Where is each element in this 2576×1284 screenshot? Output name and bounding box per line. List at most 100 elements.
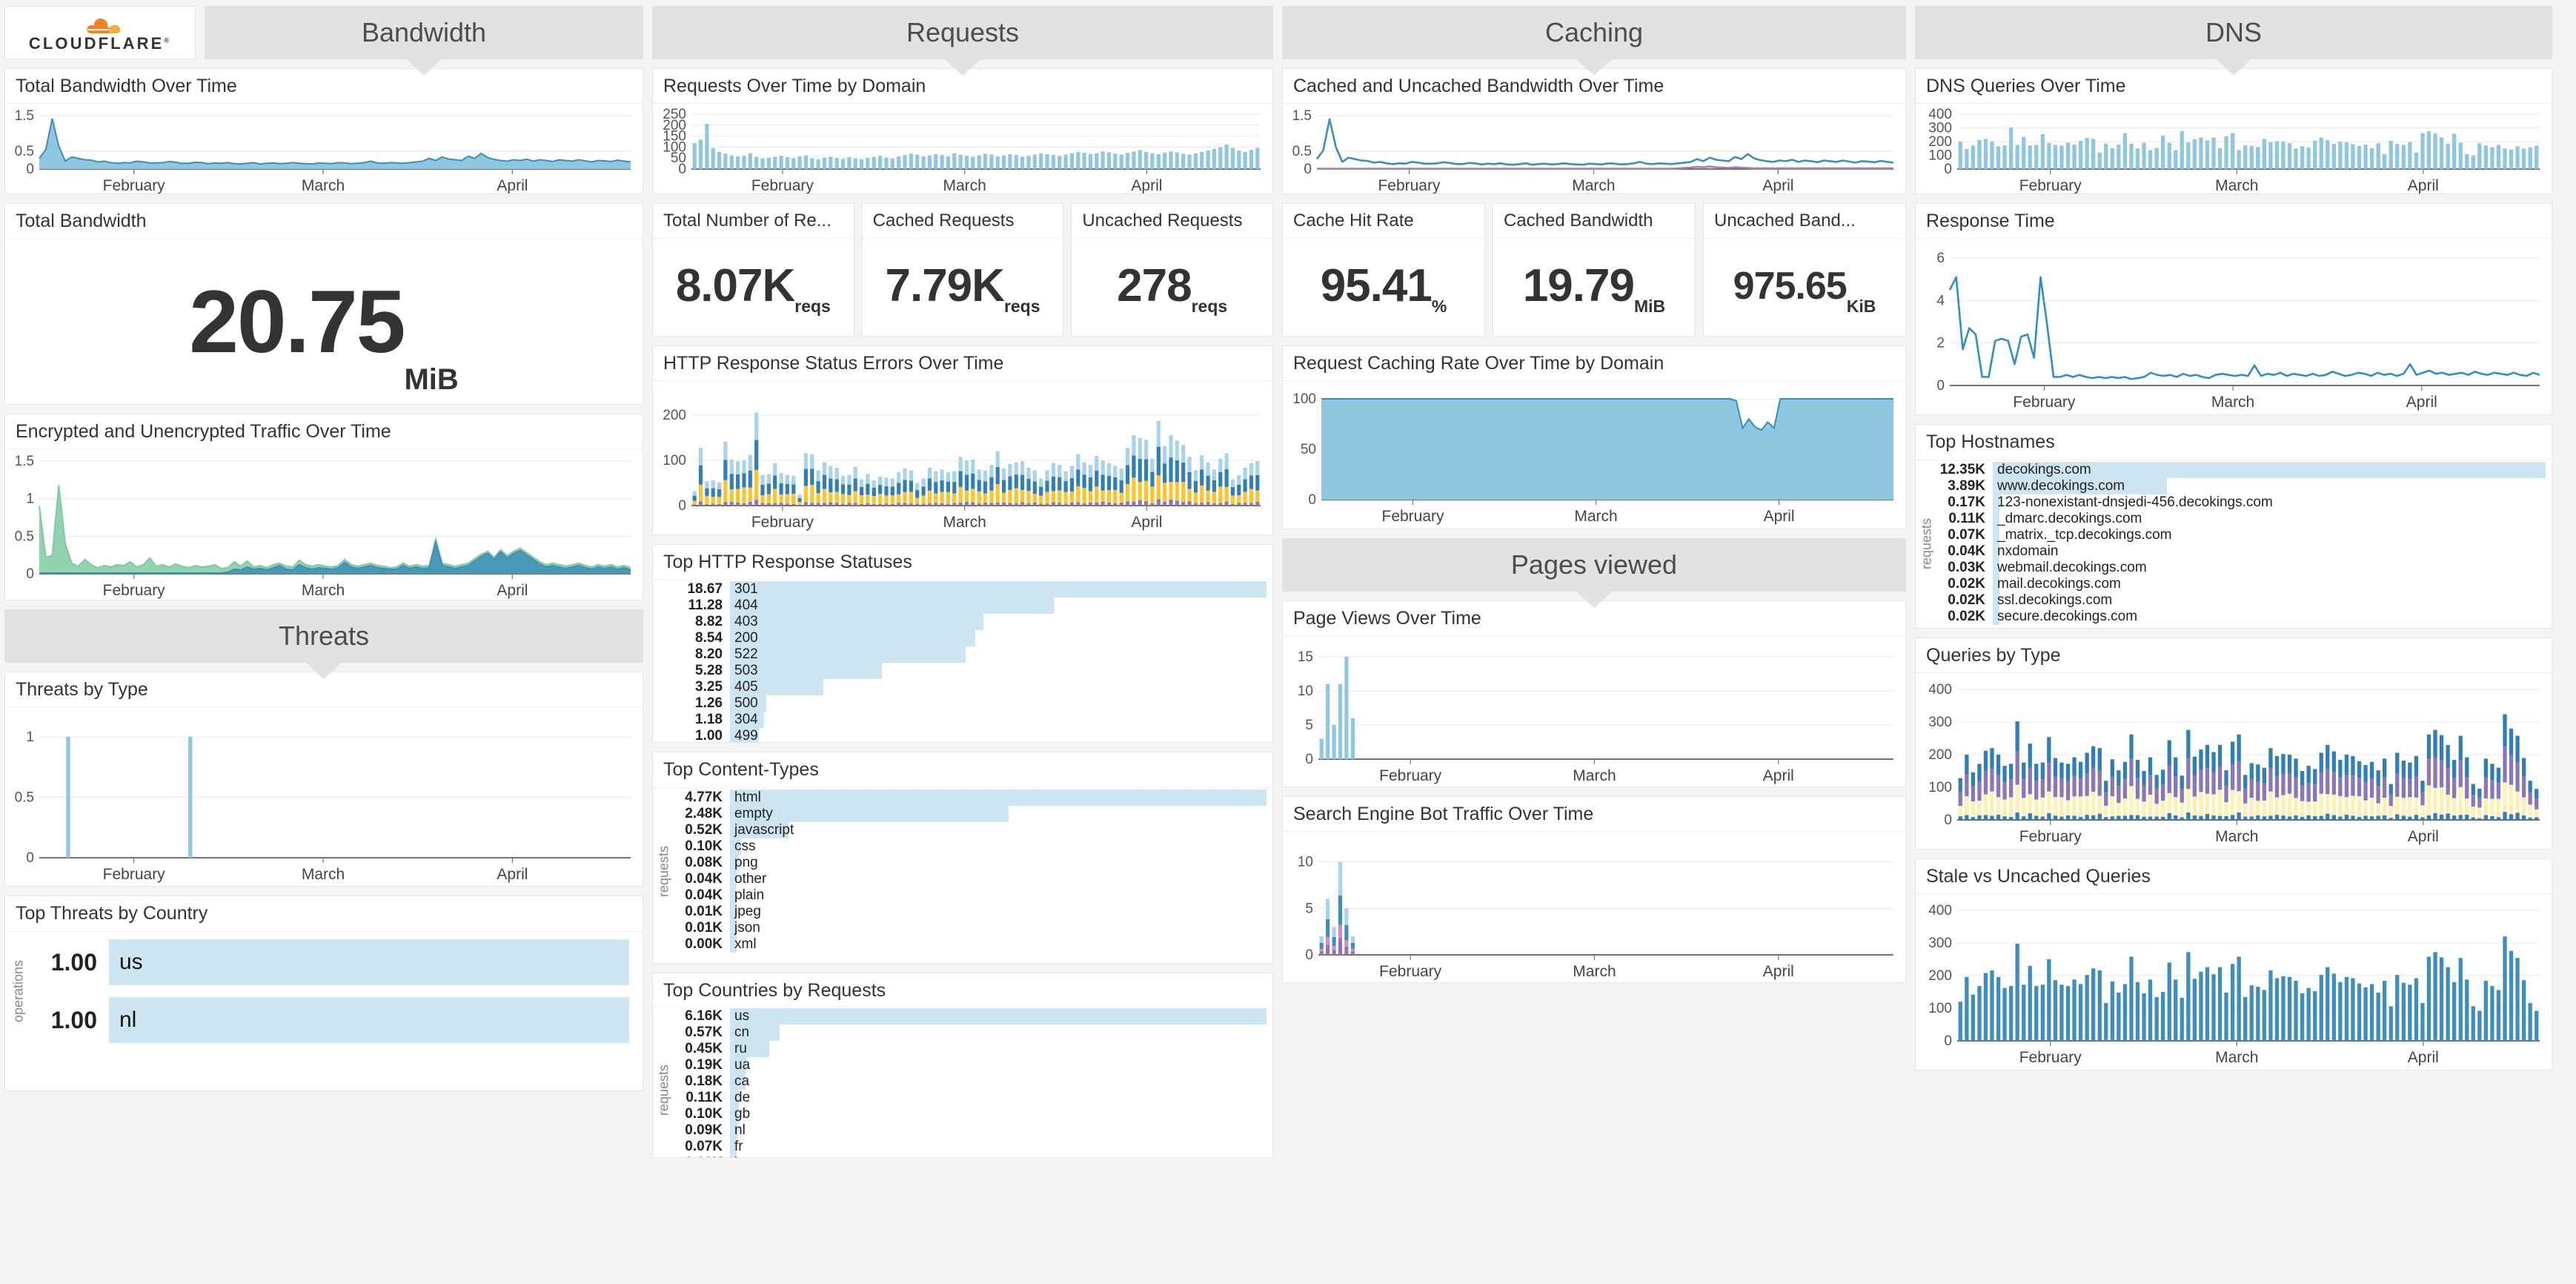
list-item-bar [730,678,824,695]
svg-text:April: April [2408,177,2439,193]
list-item[interactable]: 5.28 503 [672,662,1267,679]
http-status-list: 18.67 301 11.28 404 8.82 403 8.54 200 8.20 522 5.2… [653,580,1272,742]
list-item-bar [730,1122,738,1139]
svg-text:March: March [1572,177,1615,193]
svg-text:March: March [1573,767,1616,784]
svg-text:400: 400 [1928,682,1952,698]
list-item[interactable]: 0.04K nxdomain [1935,543,2546,560]
list-item-value: 0.02K [1948,592,1985,608]
list-item-bar [730,1040,769,1057]
list-item[interactable]: 0.02Kkr [672,1154,1267,1157]
list-item[interactable]: 3.89K www.decokings.com [1935,477,2546,494]
list-item[interactable]: 11.28 404 [672,597,1267,614]
list-item-bar-area: nxdomain [1993,543,2546,560]
list-item-value: 1.00 [695,727,723,742]
list-item[interactable]: 0.03K webmail.decokings.com [1935,559,2546,576]
list-item-value: 8.82 [695,613,723,629]
list-item[interactable]: 0.17K 123-nonexistant-dnsjedi-456.decokin… [1935,494,2546,511]
list-item[interactable]: 0.00K xml [672,936,1267,953]
list-item[interactable]: 0.45K ru [672,1040,1267,1057]
list-item[interactable]: 0.10K gb [672,1105,1267,1122]
list-item[interactable]: 0.57K cn [672,1024,1267,1041]
list-item[interactable]: 8.20 522 [672,646,1267,663]
caching-stat-row: Cache Hit Rate 95.41 % Cached Bandwidth … [1282,203,1906,337]
list-item[interactable]: 3.25 405 [672,678,1267,695]
list-item[interactable]: 0.02K mail.decokings.com [1935,575,2546,592]
list-item[interactable]: 1.00 499 [672,727,1267,742]
list-item-bar-area: 522 [730,646,1267,663]
list-item-value: 18.67 [687,580,723,597]
svg-text:February: February [751,177,814,193]
list-item-bar [730,822,789,838]
list-item[interactable]: 0.09K nl [672,1122,1267,1139]
svg-text:April: April [2408,828,2439,845]
svg-text:100: 100 [1928,148,1952,163]
list-item[interactable]: 0.07K fr [672,1138,1267,1155]
list-item[interactable]: 0.18K ca [672,1073,1267,1090]
stat-uncached-bandwidth: Uncached Band... 975.65 KiB [1703,203,1906,337]
svg-text:400: 400 [1928,107,1952,122]
list-item[interactable]: 1.00 us [27,939,629,985]
list-item[interactable]: 1.26 500 [672,695,1267,712]
list-item[interactable]: 0.02K secure.decokings.com [1935,608,2546,625]
list-item-value: 0.04K [685,871,723,887]
list-item-value: 0.01K [685,904,723,919]
list-item[interactable]: 1.00 nl [27,997,629,1043]
list-item[interactable]: 2.48K empty [672,806,1267,822]
svg-text:0: 0 [1305,947,1313,963]
stat-value: 975.65 [1733,264,1848,308]
svg-text:March: March [1573,963,1616,980]
list-item-bar [730,1024,780,1041]
list-item-label: 403 [734,613,758,629]
list-item-bar [109,939,629,985]
list-item[interactable]: 6.16K us [672,1007,1267,1025]
list-item-bar [730,1056,747,1073]
list-item-bar [730,1007,1267,1025]
chart-http-status-errors: 0 100 200 February March April [663,408,1261,531]
svg-text:April: April [1762,177,1793,193]
list-item-bar [730,838,742,855]
list-item-label: 503 [734,662,758,678]
list-item[interactable]: 0.11K _dmarc.decokings.com [1935,510,2546,527]
list-item[interactable]: 0.01K jpeg [672,904,1267,920]
list-item[interactable]: 12.35K decokings.com [1935,461,2546,478]
list-item[interactable]: 0.02K ssl.decokings.com [1935,592,2546,609]
section-header-pages-viewed[interactable]: Pages viewed [1282,538,1906,592]
list-item-bar [730,806,1009,822]
list-item-bar-area: 404 [730,597,1267,614]
list-item-bar-area: mail.decokings.com [1993,575,2546,592]
list-item[interactable]: 0.07K _matrix._tcp.decokings.com [1935,526,2546,543]
list-item[interactable]: 8.82 403 [672,613,1267,630]
list-item-bar-area: jpeg [730,904,1267,920]
section-header-dns[interactable]: DNS [1915,6,2552,59]
section-header-threats[interactable]: Threats [4,609,643,663]
list-item[interactable]: 0.08K png [672,855,1267,871]
list-item[interactable]: 0.01K json [672,920,1267,936]
list-item[interactable]: 0.11K de [672,1089,1267,1106]
svg-text:300: 300 [1928,120,1952,136]
chart-bot-traffic: 0 5 10 February March April [1298,855,1893,980]
list-item[interactable]: 8.54 200 [672,629,1267,646]
panel-title: Cached and Uncached Bandwidth Over Time [1283,69,1905,104]
stat-title: Uncached Band... [1704,204,1905,239]
section-header-caching[interactable]: Caching [1282,6,1906,59]
section-header-bandwidth[interactable]: Bandwidth [205,6,643,59]
list-item[interactable]: 0.19K ua [672,1056,1267,1073]
list-item-value: 0.08K [685,855,723,870]
list-item[interactable]: 0.04K plain [672,887,1267,904]
list-item[interactable]: 1.18 304 [672,711,1267,728]
section-header-requests[interactable]: Requests [652,6,1273,59]
list-item[interactable]: 18.67 301 [672,580,1267,598]
list-item[interactable]: 0.10K css [672,838,1267,855]
list-item-label: de [734,1089,751,1105]
svg-text:March: March [302,177,345,193]
list-item[interactable]: 0.04K other [672,871,1267,887]
chart-response-time: 0 2 4 6 February March April [1936,251,2540,411]
list-item[interactable]: 4.77K html [672,790,1267,806]
list-item-label: plain [734,887,765,903]
list-item-bar-area: json [730,920,1267,936]
stat-unit: reqs [1191,297,1228,316]
list-item[interactable]: 0.52K javascript [672,822,1267,838]
stat-value: 20.75 [189,272,405,371]
list-item-label: cn [734,1024,750,1040]
